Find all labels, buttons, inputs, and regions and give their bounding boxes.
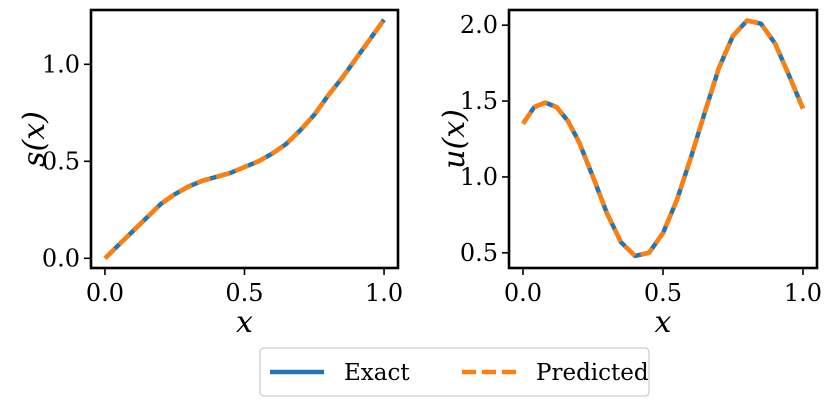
y-tick-label: 0.0 [42, 244, 80, 272]
chart-u-of-x: 0.0 0.5 1.00.51.01.52.0xu(x) [437, 8, 822, 340]
x-tick-label: 0.0 [86, 279, 124, 307]
x-tick-label: 1.0 [365, 279, 403, 307]
y-tick-label: 0.5 [42, 147, 80, 175]
series-line-predicted [103, 18, 386, 260]
series-line-exact [521, 18, 806, 259]
y-tick-label: 0.5 [460, 239, 498, 267]
series-line-predicted [521, 18, 806, 259]
y-tick-label: 1.5 [460, 87, 498, 115]
y-tick-label: 2.0 [460, 11, 498, 39]
legend-label-exact: Exact [344, 360, 410, 386]
y-axis-label: s(x) [17, 111, 52, 167]
x-tick-label: 0.0 [504, 279, 542, 307]
y-tick-label: 1.0 [460, 163, 498, 191]
legend-label-predicted: Predicted [536, 360, 649, 386]
x-axis-label: x [655, 305, 672, 340]
x-axis-label: x [236, 305, 253, 340]
series-line-exact [103, 18, 386, 260]
x-tick-label: 1.0 [784, 279, 822, 307]
y-axis-label: u(x) [437, 109, 472, 169]
x-tick-label: 0.5 [644, 279, 682, 307]
legend: Exact Predicted [259, 347, 650, 397]
x-tick-label: 0.5 [225, 279, 263, 307]
y-tick-label: 1.0 [42, 50, 80, 78]
legend-frame [259, 347, 650, 397]
chart-s-of-x: 0.0 0.5 1.0 0.0 0.5 1.0 x s(x) [17, 8, 403, 340]
